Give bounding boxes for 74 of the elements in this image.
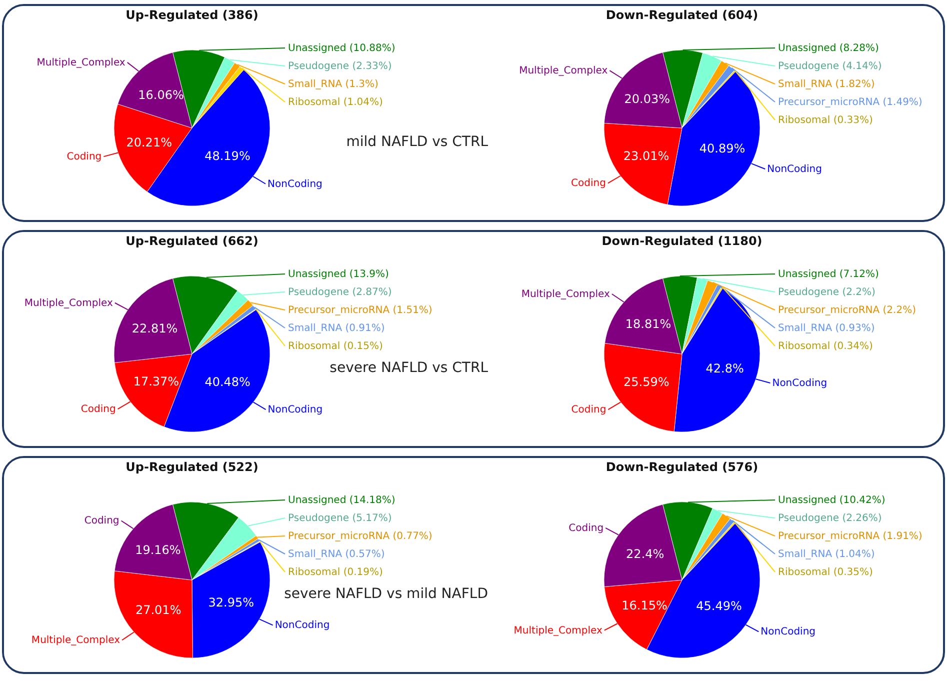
slice-label: NonCoding bbox=[268, 404, 323, 416]
data-label: 40.48% bbox=[204, 374, 250, 389]
slice-label: Pseudogene (4.14%) bbox=[778, 61, 882, 72]
slice-label: Multiple_Complex bbox=[24, 298, 114, 309]
data-label: 20.03% bbox=[624, 92, 670, 106]
slice-label: Precursor_microRNA (1.51%) bbox=[288, 305, 432, 316]
slice-label: Small_RNA (1.04%) bbox=[778, 549, 875, 560]
data-label: 22.4% bbox=[626, 546, 664, 561]
slice-label: Precursor_microRNA (2.2%) bbox=[778, 305, 916, 316]
slice-label: Unassigned (10.88%) bbox=[288, 43, 396, 54]
slice-label: Pseudogene (2.2%) bbox=[778, 287, 876, 298]
slice-label: Multiple_Complex bbox=[519, 66, 608, 77]
data-label: 48.19% bbox=[204, 149, 250, 164]
slice-label: NonCoding bbox=[274, 620, 330, 632]
data-label: 32.95% bbox=[208, 596, 254, 610]
chart-title: Down-Regulated (604) bbox=[606, 8, 758, 22]
data-label: 18.81% bbox=[625, 316, 672, 331]
data-label: 45.49% bbox=[696, 598, 742, 613]
slice-label: Ribosomal (0.33%) bbox=[778, 115, 874, 126]
text: severe NAFLD vs mild NAFLD bbox=[284, 586, 488, 602]
slice-label: Ribosomal (0.15%) bbox=[288, 341, 384, 352]
slice-label: Small_RNA (0.91%) bbox=[288, 323, 385, 334]
data-label: 16.06% bbox=[138, 88, 184, 102]
slice-label: Coding bbox=[571, 404, 606, 416]
slice-label: Multiple_Complex bbox=[31, 635, 120, 646]
slice-label: Coding bbox=[84, 516, 120, 527]
slice-label: Pseudogene (5.17%) bbox=[288, 513, 392, 524]
slice-label: Unassigned (10.42%) bbox=[778, 495, 886, 506]
slice-label: Pseudogene (2.26%) bbox=[778, 513, 882, 524]
slice-label: Small_RNA (0.57%) bbox=[288, 549, 385, 560]
data-label: 17.37% bbox=[133, 374, 180, 389]
chart-title: Up-Regulated (386) bbox=[126, 8, 258, 22]
slice-label: Ribosomal (1.04%) bbox=[288, 97, 384, 108]
data-label: 27.01% bbox=[135, 603, 182, 618]
slice-label: Small_RNA (1.82%) bbox=[778, 79, 875, 90]
slice-label: Ribosomal (0.34%) bbox=[778, 341, 874, 352]
slice-label: Multiple_Complex bbox=[36, 57, 126, 68]
data-label: 16.15% bbox=[622, 598, 668, 612]
chart-title: Down-Regulated (576) bbox=[606, 460, 758, 474]
slice-label: NonCoding bbox=[767, 164, 822, 176]
slice-label: Multiple_Complex bbox=[514, 625, 602, 636]
slice-label: Coding bbox=[568, 522, 604, 534]
slice-label: NonCoding bbox=[760, 626, 816, 638]
slice-label: Multiple_Complex bbox=[521, 288, 610, 300]
data-label: 22.81% bbox=[132, 321, 178, 336]
chart-title: Up-Regulated (662) bbox=[126, 234, 258, 248]
slice-label: Coding bbox=[571, 178, 606, 190]
data-label: 19.16% bbox=[135, 543, 181, 558]
data-label: 25.59% bbox=[624, 374, 670, 389]
slice-label: NonCoding bbox=[268, 178, 322, 190]
text: severe NAFLD vs CTRL bbox=[330, 360, 488, 376]
slice-label: NonCoding bbox=[772, 378, 828, 389]
slice-label: Coding bbox=[80, 404, 116, 416]
slice-label: Unassigned (13.9%) bbox=[288, 269, 390, 280]
chart-title: Down-Regulated (1180) bbox=[602, 234, 762, 248]
data-label: 42.8% bbox=[706, 362, 744, 376]
slice-label: Unassigned (8.28%) bbox=[778, 43, 880, 54]
data-label: 20.21% bbox=[126, 135, 172, 150]
slice-label: Pseudogene (2.87%) bbox=[288, 287, 392, 298]
slice-label: Small_RNA (0.93%) bbox=[778, 323, 875, 334]
slice-label: Unassigned (14.18%) bbox=[288, 495, 396, 506]
slice-label: Unassigned (7.12%) bbox=[778, 269, 880, 280]
slice-label: Precursor_microRNA (0.77%) bbox=[288, 531, 432, 542]
data-label: 40.89% bbox=[699, 142, 746, 156]
slice-label: Precursor_microRNA (1.49%) bbox=[778, 97, 922, 108]
chart-title: Up-Regulated (522) bbox=[126, 460, 258, 474]
slice-label: Coding bbox=[66, 152, 102, 163]
slice-label: Small_RNA (1.3%) bbox=[288, 79, 379, 90]
text: mild NAFLD vs CTRL bbox=[346, 134, 488, 150]
slice-label: Precursor_microRNA (1.91%) bbox=[778, 531, 922, 542]
slice-label: Pseudogene (2.33%) bbox=[288, 61, 392, 72]
slice-label: Ribosomal (0.19%) bbox=[288, 567, 384, 578]
data-label: 23.01% bbox=[623, 148, 670, 163]
slice-label: Ribosomal (0.35%) bbox=[778, 567, 874, 578]
